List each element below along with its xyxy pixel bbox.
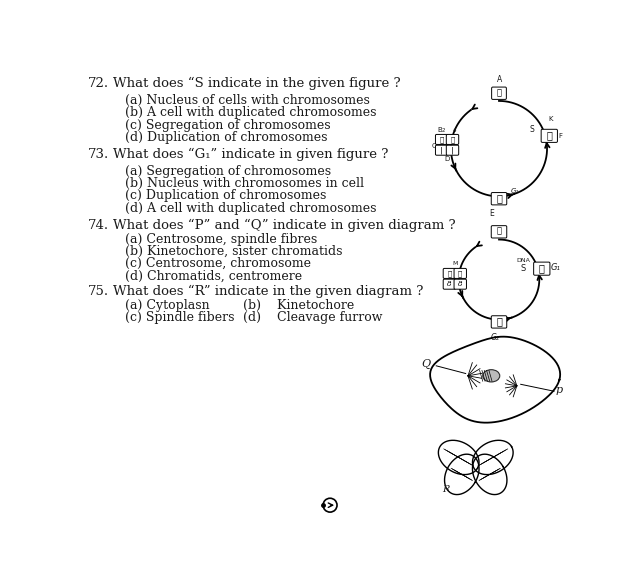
FancyBboxPatch shape <box>435 145 448 155</box>
Text: 4: 4 <box>453 128 457 134</box>
Text: R: R <box>442 486 450 494</box>
FancyBboxPatch shape <box>443 279 455 289</box>
FancyBboxPatch shape <box>443 268 455 279</box>
Text: 74.: 74. <box>88 218 109 232</box>
Text: A: A <box>497 75 502 84</box>
Text: Ⓘ: Ⓘ <box>448 269 451 277</box>
Text: Ⓘ: Ⓘ <box>450 135 455 143</box>
FancyBboxPatch shape <box>435 135 448 144</box>
Text: Ⓘ: Ⓘ <box>439 135 444 143</box>
Text: (d)    Cleavage furrow: (d) Cleavage furrow <box>243 311 383 324</box>
Text: What does “S indicate in the given figure ?: What does “S indicate in the given figur… <box>113 77 401 90</box>
Text: |: | <box>451 146 454 154</box>
Text: p: p <box>556 386 563 395</box>
Polygon shape <box>439 440 479 475</box>
Text: G₁: G₁ <box>551 263 561 272</box>
Text: (c) Spindle fibers: (c) Spindle fibers <box>126 311 235 324</box>
Text: (a) Centrosome, spindle fibres: (a) Centrosome, spindle fibres <box>126 232 317 246</box>
Text: |: | <box>440 146 443 154</box>
Text: (a) Nucleus of cells with chromosomes: (a) Nucleus of cells with chromosomes <box>126 94 370 107</box>
Text: (b)    Kinetochore: (b) Kinetochore <box>243 299 354 312</box>
Text: 3: 3 <box>437 143 441 148</box>
Text: G₂: G₂ <box>511 188 518 194</box>
Polygon shape <box>444 454 479 495</box>
Text: Ⓚ: Ⓚ <box>546 131 553 140</box>
Text: 73.: 73. <box>88 148 109 161</box>
Text: K: K <box>549 116 553 122</box>
Text: What does “R” indicate in the given diagram ?: What does “R” indicate in the given diag… <box>113 285 423 298</box>
Text: (a) Segregation of chromosomes: (a) Segregation of chromosomes <box>126 165 332 178</box>
Text: S: S <box>520 264 526 273</box>
FancyBboxPatch shape <box>446 145 459 155</box>
Text: B: B <box>437 127 442 134</box>
Text: (b) Kinetochore, sister chromatids: (b) Kinetochore, sister chromatids <box>126 245 343 258</box>
Text: (b) Nucleus with chromosomes in cell: (b) Nucleus with chromosomes in cell <box>126 177 365 190</box>
Circle shape <box>323 498 337 512</box>
FancyBboxPatch shape <box>541 129 558 142</box>
Polygon shape <box>430 336 560 423</box>
Text: (c) Centrosome, chromosome: (c) Centrosome, chromosome <box>126 257 312 271</box>
Text: M: M <box>452 261 457 266</box>
Text: 2: 2 <box>441 128 445 134</box>
FancyBboxPatch shape <box>491 316 507 328</box>
Ellipse shape <box>483 370 500 382</box>
Text: G₂: G₂ <box>491 333 500 342</box>
Text: Ⓙ: Ⓙ <box>496 194 502 203</box>
Text: D: D <box>444 157 450 162</box>
Text: S: S <box>530 125 535 134</box>
Text: F: F <box>558 133 562 139</box>
FancyBboxPatch shape <box>454 279 466 289</box>
Text: Ⓘ: Ⓘ <box>497 228 502 236</box>
Text: 8: 8 <box>458 280 462 288</box>
Text: Ⓘ: Ⓘ <box>497 89 502 97</box>
Text: 75.: 75. <box>88 285 109 298</box>
Text: Ⓘ: Ⓘ <box>458 269 462 277</box>
Text: Ⓚ: Ⓚ <box>539 264 545 273</box>
Text: (d) A cell with duplicated chromosomes: (d) A cell with duplicated chromosomes <box>126 202 377 215</box>
FancyBboxPatch shape <box>446 135 459 144</box>
FancyBboxPatch shape <box>454 268 466 279</box>
FancyBboxPatch shape <box>491 225 507 238</box>
Text: (d) Chromatids, centromere: (d) Chromatids, centromere <box>126 269 303 283</box>
Polygon shape <box>473 440 513 475</box>
Text: DNA: DNA <box>516 258 530 264</box>
Text: 72.: 72. <box>88 77 109 90</box>
FancyBboxPatch shape <box>534 262 550 275</box>
Text: Q: Q <box>421 359 430 369</box>
Text: 8: 8 <box>447 280 451 288</box>
Text: (b) A cell with duplicated chromosomes: (b) A cell with duplicated chromosomes <box>126 106 377 119</box>
Text: C: C <box>431 143 436 149</box>
FancyBboxPatch shape <box>491 87 506 99</box>
Polygon shape <box>473 454 507 495</box>
FancyBboxPatch shape <box>491 192 507 205</box>
Text: Ⓙ: Ⓙ <box>496 317 502 327</box>
Text: E: E <box>489 209 493 218</box>
Text: (a) Cytoplasn: (a) Cytoplasn <box>126 299 210 312</box>
Text: (c) Segregation of chromosomes: (c) Segregation of chromosomes <box>126 118 331 132</box>
Text: (d) Duplication of chromosomes: (d) Duplication of chromosomes <box>126 131 328 144</box>
Text: What does “P” and “Q” indicate in given diagram ?: What does “P” and “Q” indicate in given … <box>113 218 456 232</box>
Text: (c) Duplication of chromosomes: (c) Duplication of chromosomes <box>126 190 327 202</box>
Text: What does “G₁” indicate in given figure ?: What does “G₁” indicate in given figure … <box>113 148 388 161</box>
